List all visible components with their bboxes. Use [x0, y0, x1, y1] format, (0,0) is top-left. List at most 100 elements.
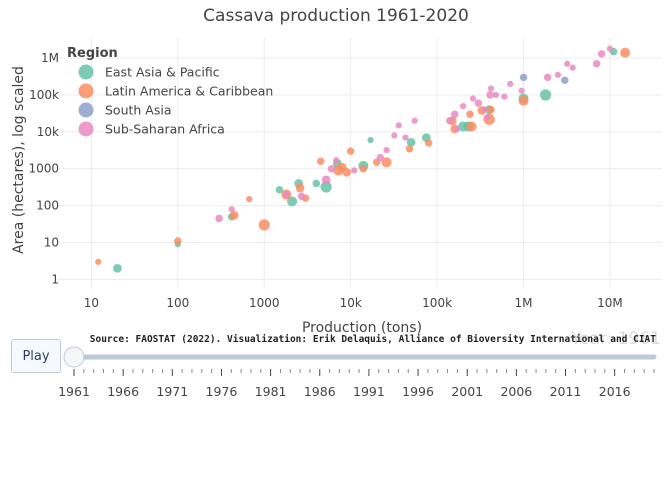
year-slider[interactable]: 1961 1966 1971 1976 1981 1986 1991 1996 2001 2006…	[58, 346, 657, 399]
data-point[interactable]	[174, 237, 182, 245]
legend-label: East Asia & Pacific	[105, 65, 220, 80]
data-point[interactable]	[312, 179, 321, 188]
data-point[interactable]	[519, 73, 528, 82]
data-point[interactable]	[295, 183, 305, 193]
slider-year-label: 1986	[304, 384, 336, 399]
data-point[interactable]	[95, 258, 102, 265]
x-tick-label: 1000	[249, 296, 280, 310]
y-tick-label: 1M	[41, 51, 59, 65]
data-point[interactable]	[484, 114, 491, 121]
data-point[interactable]	[518, 87, 525, 94]
data-point[interactable]	[597, 50, 606, 58]
series-east-asia-pacific[interactable]	[113, 47, 618, 273]
data-point[interactable]	[215, 214, 223, 223]
data-point[interactable]	[275, 185, 284, 194]
legend-item[interactable]: East Asia & Pacific	[78, 64, 220, 80]
data-point[interactable]	[481, 106, 488, 113]
y-tick-label: 10k	[37, 125, 59, 139]
data-point[interactable]	[359, 164, 368, 173]
series-sub-saharan-africa[interactable]	[215, 45, 614, 223]
data-point[interactable]	[297, 192, 306, 200]
data-point[interactable]	[620, 47, 631, 58]
data-point[interactable]	[113, 263, 122, 273]
legend-marker	[78, 83, 94, 99]
year-watermark: Year: 1961	[570, 329, 661, 349]
x-tick-label: 10M	[597, 296, 623, 310]
slider-year-label: 1996	[402, 384, 434, 399]
data-point[interactable]	[405, 144, 414, 153]
x-tick-label: 1M	[515, 296, 533, 310]
data-point[interactable]	[450, 110, 459, 119]
data-point[interactable]	[228, 206, 235, 213]
data-point[interactable]	[376, 153, 385, 162]
data-point[interactable]	[287, 196, 298, 207]
data-point[interactable]	[554, 71, 562, 79]
data-point[interactable]	[402, 134, 409, 141]
slider-year-label: 1991	[353, 384, 385, 399]
data-point[interactable]	[445, 116, 454, 125]
legend-marker	[78, 64, 94, 80]
data-point[interactable]	[539, 89, 552, 101]
data-point[interactable]	[381, 157, 392, 168]
data-point[interactable]	[321, 175, 331, 185]
data-point[interactable]	[486, 91, 494, 99]
legend-label: Sub-Saharan Africa	[105, 122, 225, 137]
data-point[interactable]	[320, 181, 332, 193]
legend-item[interactable]: South Asia	[78, 102, 172, 118]
slider-year-label: 1981	[255, 384, 287, 399]
data-point[interactable]	[492, 91, 500, 99]
data-point[interactable]	[569, 64, 576, 71]
data-point[interactable]	[351, 167, 358, 174]
data-point[interactable]	[229, 210, 239, 220]
chart-title: Cassava production 1961-2020	[203, 6, 469, 26]
y-axis-title: Area (hectares), log scaled	[11, 66, 27, 254]
data-point[interactable]	[406, 137, 416, 147]
data-point[interactable]	[383, 146, 390, 154]
play-button[interactable]: Play	[11, 339, 61, 373]
data-point[interactable]	[246, 196, 253, 203]
data-point[interactable]	[518, 95, 529, 106]
data-point[interactable]	[606, 45, 614, 52]
data-point[interactable]	[282, 190, 291, 199]
legend-marker	[78, 121, 94, 137]
data-point[interactable]	[391, 132, 398, 139]
data-point[interactable]	[460, 102, 467, 110]
data-points[interactable]	[95, 45, 631, 273]
slider-handle[interactable]	[63, 346, 85, 368]
series-south-asia[interactable]	[519, 73, 569, 85]
legend[interactable]: Region East Asia & Pacific Latin America …	[67, 46, 273, 137]
data-point[interactable]	[466, 110, 474, 119]
data-point[interactable]	[333, 157, 340, 164]
source-caption: Source: FAOSTAT (2022). Visualization: E…	[90, 334, 657, 345]
data-point[interactable]	[316, 157, 325, 165]
x-tick-label: 100	[166, 296, 189, 310]
legend-item[interactable]: Latin America & Caribbean	[78, 83, 274, 99]
slider-year-label: 1961	[58, 384, 90, 399]
legend-label: Latin America & Caribbean	[105, 84, 273, 99]
data-point[interactable]	[395, 122, 402, 129]
x-axis-title: Production (tons)	[302, 320, 422, 336]
legend-item[interactable]: Sub-Saharan Africa	[78, 121, 225, 137]
data-point[interactable]	[411, 117, 418, 124]
data-point[interactable]	[487, 105, 495, 114]
data-point[interactable]	[543, 73, 552, 82]
data-point[interactable]	[501, 93, 508, 100]
y-tick-label: 1	[51, 272, 59, 286]
data-point[interactable]	[592, 60, 601, 68]
data-point[interactable]	[487, 85, 495, 92]
data-point[interactable]	[258, 219, 270, 231]
data-point[interactable]	[367, 136, 374, 144]
data-point[interactable]	[507, 80, 514, 87]
data-point[interactable]	[424, 139, 433, 147]
data-point[interactable]	[453, 125, 461, 133]
data-point[interactable]	[342, 167, 352, 177]
data-point[interactable]	[469, 95, 477, 102]
data-point[interactable]	[561, 76, 569, 85]
data-point[interactable]	[346, 147, 355, 155]
data-point[interactable]	[466, 121, 477, 132]
data-point[interactable]	[564, 60, 571, 67]
data-point[interactable]	[474, 99, 483, 107]
slider-ticks	[73, 369, 655, 376]
data-point[interactable]	[327, 164, 336, 173]
